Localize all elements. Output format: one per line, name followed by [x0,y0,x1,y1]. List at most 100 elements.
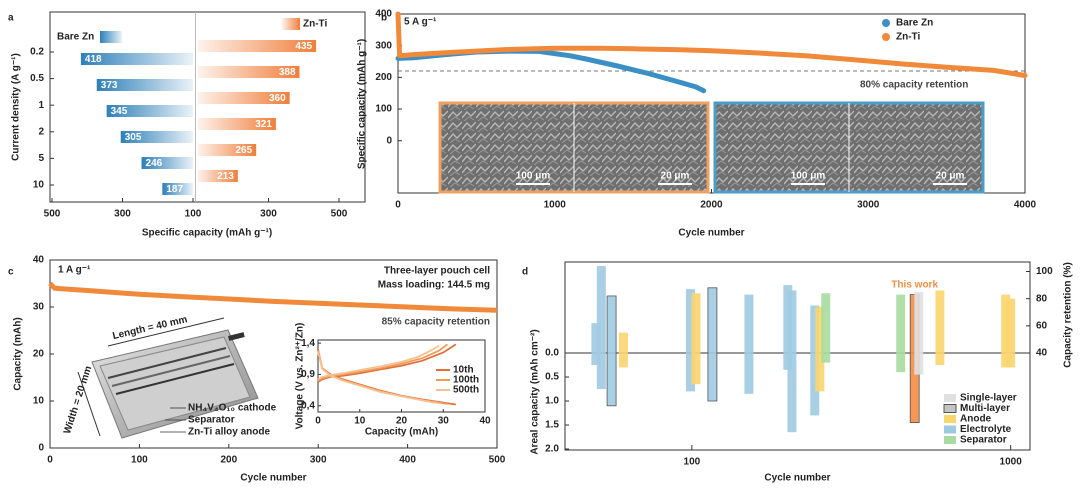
bar [198,144,257,156]
y-axis-label: Specific capacity (mAh g⁻¹) [357,39,368,169]
y-tick-label: 100 [375,104,392,115]
y2-tick-label: 100 [1036,266,1053,277]
y-tick-label: 1,4 [301,338,315,349]
floating-bar [935,290,945,365]
legend-label: 10th [453,365,474,376]
bar [120,131,193,143]
legend-label: Electrolyte [960,424,1012,435]
data-label: 213 [217,171,234,182]
data-label: 388 [279,67,296,78]
floating-bar [815,306,825,392]
y2-tick-label: 60 [1036,320,1048,331]
scale-bar-label: 20 μm [936,171,965,182]
legend-label: Separator [960,435,1007,446]
x-tick-label: 500 [44,209,61,220]
bar [198,40,317,52]
y-tick-label: 2 [38,126,44,137]
bar [198,170,238,182]
annotation: 1 A g⁻¹ [58,265,91,276]
y-tick-label: 300 [375,40,392,51]
data-label: 373 [101,80,118,91]
dimension-label: Width = 20 mm [62,365,94,436]
bar [198,92,290,104]
plot-frame [564,261,1031,451]
scale-bar-label: 100 μm [791,171,826,182]
bar [96,79,193,91]
x-tick-label: 10 [354,416,366,427]
x-axis-label: Specific capacity (mAh g⁻¹) [142,228,272,239]
floating-bar [618,332,628,368]
data-label: 345 [111,106,128,117]
bar [162,183,193,195]
floating-bar [914,291,924,375]
retention-label: 85% capacity retention [382,317,490,328]
panel-label: b [381,13,387,24]
legend-marker [882,33,890,41]
floating-bar [685,289,695,392]
y2-axis-label: Capacity retention (%) [1063,262,1074,368]
data-label: 246 [146,158,163,169]
floating-bar [787,290,797,433]
bar [80,53,193,65]
y-tick-label: 0,9 [301,369,315,380]
y-tick-label: 2.0 [545,444,559,455]
dimension-label: Length = 40 mm [112,314,189,342]
voltage-curve [317,351,440,405]
y-tick-label: 1 [38,100,44,111]
y-tick-label: 0.0 [545,348,559,359]
line [395,11,1028,78]
y-tick-label: 40 [33,255,45,266]
floating-bar [1006,298,1016,368]
x-axis-label: Cycle number [678,228,744,239]
x-tick-label: 0 [395,200,401,211]
legend-label: Bare Zn [57,32,94,43]
legend-swatch [282,18,300,30]
data-label: 187 [166,184,183,195]
x-tick-label: 1000 [544,200,567,211]
voltage-curve [317,344,440,381]
x-tick-label: 500 [331,209,348,220]
x-tick-label: 3000 [857,200,880,211]
legend-swatch [944,425,956,434]
x-tick-label: 400 [399,455,416,466]
floating-bar [1001,294,1011,368]
scale-bar-label: 100 μm [516,171,551,182]
y-tick-label: 10 [33,180,45,191]
y-tick-label: 1.5 [545,420,559,431]
floating-bar [896,294,906,373]
y-tick-label: 0,4 [301,400,315,411]
floating-bar [821,293,831,363]
note: Mass loading: 144.5 mg [378,280,490,291]
pouch-cell-drawing [77,317,259,439]
bar [198,118,276,130]
floating-bar [744,294,754,394]
reference-label: 80% capacity retention [860,80,968,91]
x-axis-label: Cycle number [240,473,306,484]
note: Three-layer pouch cell [384,266,490,277]
legend-swatch [944,394,956,402]
legend-label: 100th [453,375,479,386]
x-tick-label: 1000 [1000,457,1023,468]
y-tick-label: 5 [38,153,44,164]
x-tick-label: 300 [310,455,327,466]
x-tick-label: 500 [489,455,506,466]
data-label: 265 [235,145,252,156]
floating-bar [591,323,601,365]
plot-frame [49,11,366,203]
bar [106,105,193,117]
legend-label: Zn-Ti [303,19,327,30]
legend-swatch [944,415,956,423]
legend-swatch [943,404,957,413]
legend-swatch [100,31,122,43]
x-tick-label: 100 [131,455,148,466]
x-tick-label: 4000 [1014,200,1037,211]
floating-bar [596,266,606,389]
y-tick-label: 30 [33,302,45,313]
scale-bar-label: 20 μm [661,171,690,182]
part-label: Separator [188,415,235,426]
y-axis-label: Current density (A g⁻¹) [11,53,22,161]
y-axis-label: Capacity (mAh) [13,317,24,390]
y-tick-label: 20 [33,349,45,360]
y2-tick-label: 40 [1036,348,1048,359]
panel-label: c [8,267,14,278]
